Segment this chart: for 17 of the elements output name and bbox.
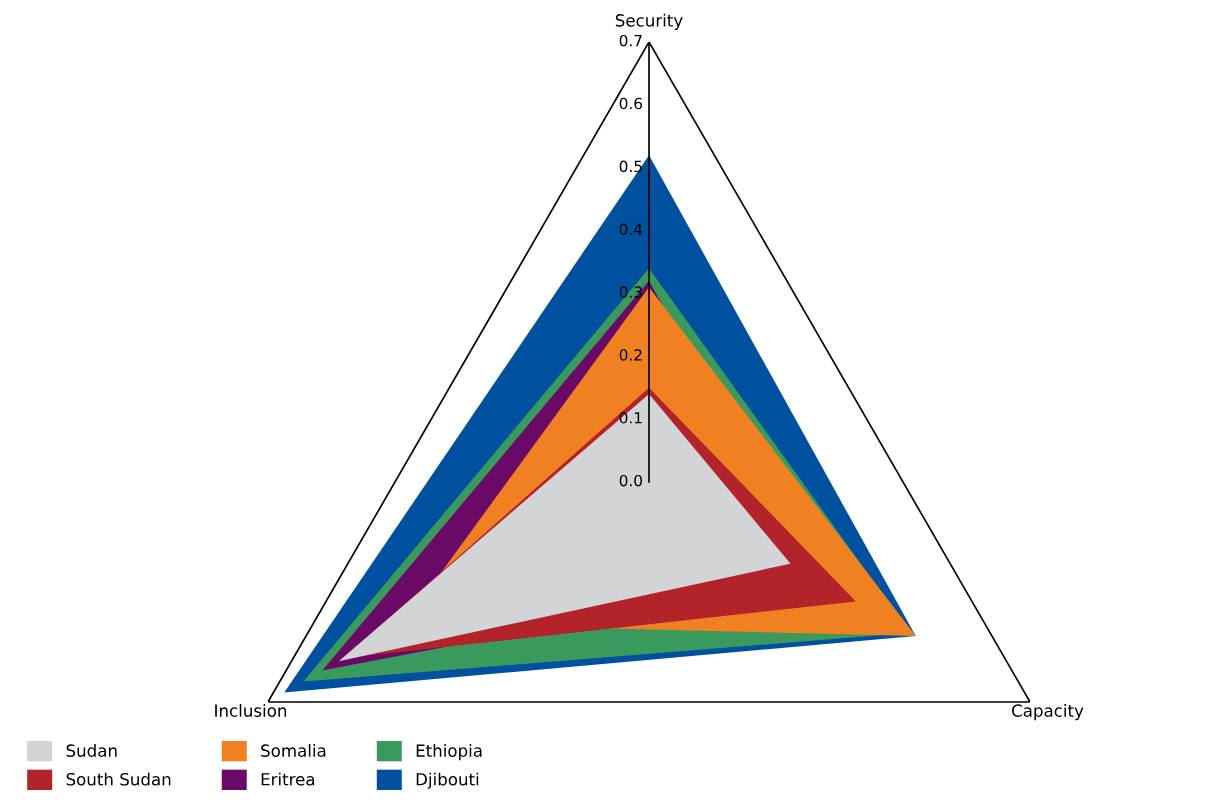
y-tick-label: 0.7: [619, 34, 642, 47]
spoke-label: Inclusion: [215, 704, 287, 717]
y-tick-label: 0.3: [619, 286, 642, 298]
y-tick-label: 0.6: [619, 97, 643, 110]
y-tick-label: 0.5: [619, 160, 642, 173]
spoke-label: Security: [615, 13, 683, 30]
y-tick-label: 0.2: [619, 349, 642, 361]
y-tick-label: 0.1: [619, 412, 642, 424]
spoke-label: Capacity: [1012, 704, 1084, 721]
y-tick-label: 0.4: [619, 223, 643, 235]
legend-label: Sudan: [66, 744, 117, 757]
legend-label: Ethiopia: [416, 744, 482, 761]
legend-label: South Sudan: [66, 772, 171, 786]
legend-label: Djibouti: [416, 772, 479, 789]
legend-label: Eritrea: [261, 772, 315, 786]
y-tick-label: 0.0: [619, 474, 642, 487]
legend-label: Somalia: [261, 744, 326, 757]
